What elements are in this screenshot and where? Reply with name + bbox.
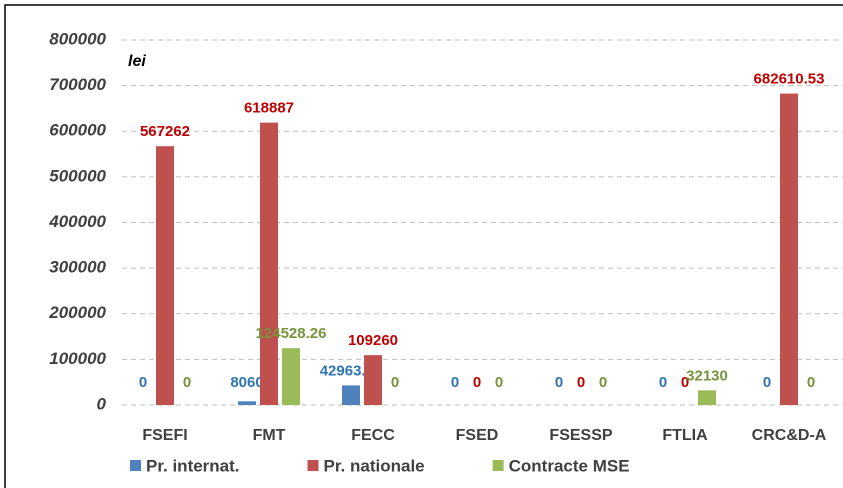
- data-label: 0: [577, 374, 585, 391]
- x-tick-label: FSESSP: [549, 427, 612, 444]
- legend-swatch: [307, 460, 319, 471]
- bar: [698, 390, 716, 405]
- legend-label: Pr. internat.: [146, 456, 240, 475]
- data-label: 618887: [244, 100, 294, 117]
- legend-label: Pr. nationale: [324, 456, 425, 475]
- y-tick-label: 300000: [49, 258, 106, 277]
- data-label: 0: [681, 374, 689, 391]
- y-axis-label: lei: [128, 53, 146, 70]
- x-tick-label: FSED: [456, 427, 499, 444]
- bar: [156, 146, 174, 405]
- data-label: 0: [763, 374, 771, 391]
- bar: [364, 355, 382, 405]
- y-tick-label: 100000: [49, 349, 106, 368]
- data-label: 567262: [140, 123, 190, 140]
- bar: [260, 122, 278, 405]
- x-tick-label: CRC&D-A: [752, 427, 827, 444]
- bar: [342, 385, 360, 405]
- data-label: 0: [183, 374, 191, 391]
- y-tick-label: 200000: [48, 303, 106, 322]
- data-label: 0: [599, 374, 607, 391]
- legend-swatch: [492, 460, 504, 471]
- legend-label: Contracte MSE: [509, 456, 630, 475]
- chart-frame: [4, 4, 843, 488]
- data-label: 682610.53: [754, 71, 825, 88]
- bar: [282, 348, 300, 405]
- y-tick-label: 500000: [49, 166, 106, 185]
- data-label: 0: [555, 374, 563, 391]
- data-label: 0: [451, 374, 459, 391]
- y-tick-label: 800000: [49, 29, 106, 48]
- legend-swatch: [130, 460, 141, 471]
- x-tick-label: FSEFI: [142, 427, 187, 444]
- data-label: 0: [807, 374, 815, 391]
- y-tick-label: 600000: [49, 121, 106, 140]
- x-tick-label: FECC: [351, 427, 395, 444]
- data-label: 0: [139, 374, 147, 391]
- x-tick-label: FMT: [253, 427, 286, 444]
- y-tick-label: 400000: [48, 212, 106, 231]
- data-label: 0: [659, 374, 667, 391]
- y-tick-label: 0: [97, 394, 107, 413]
- data-label: 0: [473, 374, 481, 391]
- bar: [238, 401, 256, 405]
- data-label: 124528.26: [256, 325, 327, 342]
- data-label: 0: [391, 374, 399, 391]
- bar: [780, 93, 798, 405]
- data-label: 32130: [686, 367, 728, 384]
- data-label: 8060: [230, 374, 263, 391]
- data-label: 0: [495, 374, 503, 391]
- x-tick-label: FTLIA: [662, 427, 708, 444]
- y-tick-label: 700000: [49, 75, 106, 94]
- data-label: 109260: [348, 332, 398, 349]
